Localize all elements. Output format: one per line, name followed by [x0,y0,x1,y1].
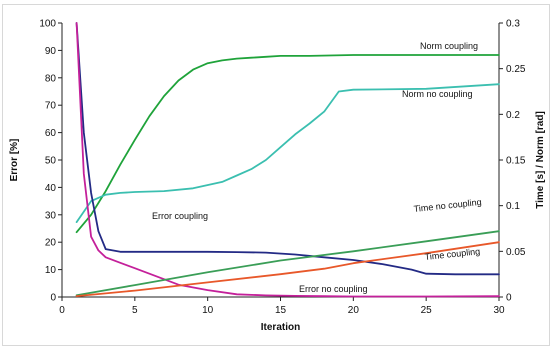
y-left-tick-label: 50 [45,156,57,167]
y-left-tick-label: 80 [45,73,57,84]
annotation-norm-coupling: Norm coupling [420,41,478,51]
y-right-tick-label: 0.25 [506,64,526,75]
y-right-axis-title: Time [s] / Norm [rad] [535,111,546,209]
series-line-norm-coupling [75,54,500,234]
x-tick-label: 25 [421,305,433,316]
y-left-tick-label: 30 [45,210,57,221]
series-line-norm-no-coupling [75,83,500,223]
y-left-tick-label: 0 [50,293,56,304]
annotation-time-no-coupling: Time no coupling [413,197,482,214]
x-tick-label: 10 [202,305,214,316]
annotation-norm-no-coupling: Norm no coupling [402,89,473,99]
x-axis-title: Iteration [261,322,300,333]
y-left-tick-label: 40 [45,183,57,194]
y-right-tick-label: 0.1 [506,201,520,212]
chart-frame [2,4,550,346]
y-right-tick-label: 0.3 [506,19,520,30]
series-line-time-no-coupling [75,230,500,297]
y-left-tick-label: 10 [45,265,57,276]
annotation-error-coupling: Error coupling [152,211,208,221]
y-right-tick-label: 0.15 [506,156,526,167]
annotation-time-coupling: Time coupling [424,246,480,262]
y-left-axis-title: Error [%] [9,139,20,182]
series-line-error-coupling [75,22,500,276]
y-right-tick-label: 0 [506,293,512,304]
y-right-tick-label: 0.05 [506,247,526,258]
x-tick-label: 5 [132,305,138,316]
y-right-tick-label: 0.2 [506,110,520,121]
x-tick-label: 15 [275,305,287,316]
y-left-tick-label: 100 [39,19,56,30]
y-left-tick-label: 70 [45,101,57,112]
y-left-tick-label: 20 [45,238,57,249]
y-left-tick-label: 60 [45,128,57,139]
x-tick-label: 0 [59,305,65,316]
x-tick-label: 30 [493,305,505,316]
x-tick-label: 20 [348,305,360,316]
y-left-tick-label: 90 [45,46,57,57]
series-line-time-coupling [75,241,500,297]
annotation-error-no-coupling: Error no coupling [299,284,368,294]
series-line-error-no-coupling [75,22,500,298]
